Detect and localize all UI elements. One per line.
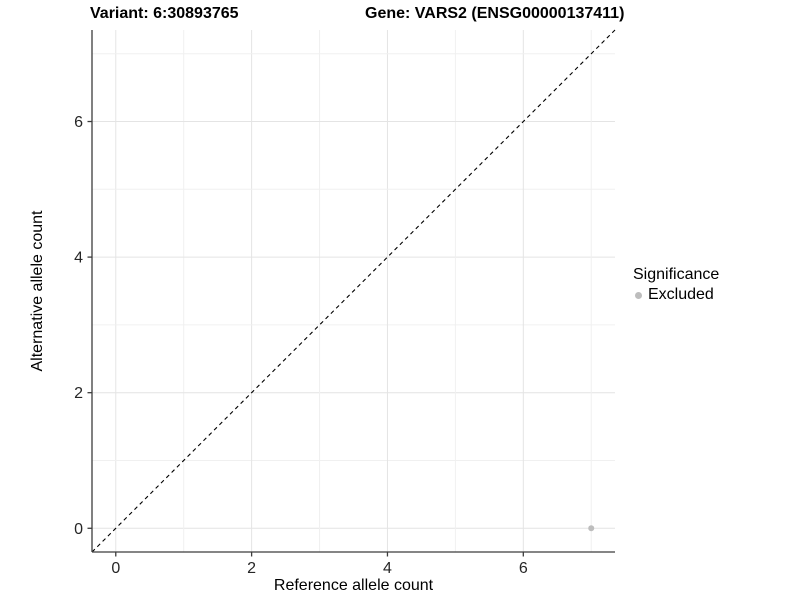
legend-item-excluded: Excluded: [631, 285, 719, 305]
x-tick-label: 2: [247, 560, 256, 577]
x-tick-label: 6: [519, 560, 528, 577]
y-tick-label: 6: [74, 114, 83, 131]
y-axis-title: Alternative allele count: [29, 210, 46, 372]
data-point: [588, 525, 595, 532]
legend-item-label: Excluded: [648, 286, 714, 303]
identity-reference-line: [91, 29, 616, 553]
x-tick-label: 4: [383, 560, 392, 577]
y-tick-label: 4: [74, 250, 83, 267]
legend-title: Significance: [633, 266, 720, 283]
legend: Significance Excluded: [631, 265, 719, 305]
plot-title-gene: Gene: VARS2 (ENSG00000137411): [365, 5, 625, 22]
y-tick-label: 0: [74, 521, 83, 538]
y-tick-label: 2: [74, 385, 83, 402]
x-tick-label: 0: [111, 560, 120, 577]
plot-title-variant: Variant: 6:30893765: [90, 5, 239, 22]
legend-point-icon: [635, 291, 642, 299]
x-axis-title: Reference allele count: [273, 577, 434, 594]
